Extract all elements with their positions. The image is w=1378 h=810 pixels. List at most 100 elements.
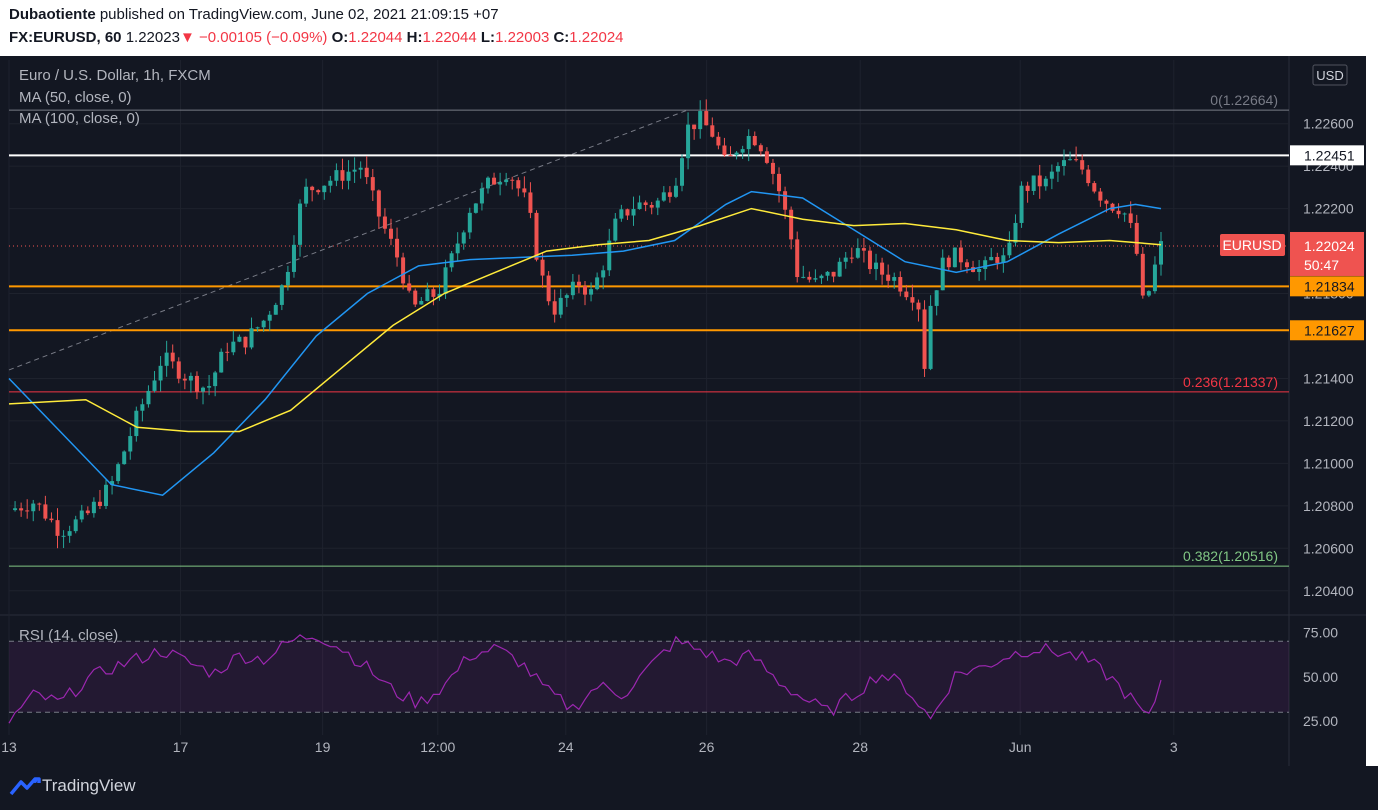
candle-body: [1080, 160, 1085, 170]
candle-body: [1043, 178, 1048, 187]
candle-body: [904, 291, 909, 298]
candle-body: [328, 180, 333, 186]
candle-body: [916, 302, 921, 310]
candle-body: [661, 192, 666, 201]
candle-body: [958, 247, 963, 263]
candle-body: [570, 281, 575, 296]
candle-body: [55, 520, 60, 536]
time-tick-label: 24: [558, 739, 574, 755]
close-value: 1.22024: [569, 29, 624, 46]
price-tick-label: 1.21400: [1303, 370, 1354, 386]
candle-body: [619, 209, 624, 219]
candle-body: [110, 481, 115, 485]
candle-body: [467, 212, 472, 233]
candle-body: [989, 256, 994, 261]
candle-body: [801, 276, 806, 278]
currency-label: USD: [1316, 68, 1343, 83]
candle-body: [455, 243, 460, 254]
time-tick-label: 19: [315, 739, 331, 755]
candle-body: [261, 320, 266, 328]
candle-body: [116, 464, 121, 482]
ma50-legend[interactable]: MA (50, close, 0): [19, 89, 132, 106]
candle-body: [273, 304, 278, 315]
high-label: H:: [406, 29, 423, 46]
countdown-label: 50:47: [1304, 257, 1339, 273]
candle-body: [1104, 200, 1109, 204]
candle-body: [73, 519, 78, 532]
symbol-ohlc: FX:EURUSD, 60 1.22023▼ −0.00105 (−0.09%)…: [9, 29, 624, 46]
candle-body: [279, 285, 284, 305]
candle-body: [831, 271, 836, 277]
price-level-label: 1.21834: [1304, 278, 1355, 294]
candle-body: [1146, 291, 1151, 296]
low-value: 1.22003: [495, 29, 550, 46]
symbol-tag: [1220, 233, 1285, 256]
candle-body: [182, 378, 187, 381]
price-level-label: 1.22451: [1304, 147, 1355, 163]
candle-body: [1092, 183, 1097, 192]
candle-body: [886, 274, 891, 281]
candle-body: [164, 352, 169, 366]
fib-label: 0.382(1.20516): [1183, 548, 1278, 564]
candle-body: [698, 111, 703, 130]
time-tick-label: 17: [173, 739, 189, 755]
published-text: published on TradingView.com, June 02, 2…: [99, 6, 499, 23]
candle-body: [964, 262, 969, 268]
fib-label: 0.236(1.21337): [1183, 374, 1278, 390]
candle-body: [583, 285, 587, 295]
candle-body: [558, 297, 563, 315]
candle-body: [516, 180, 521, 189]
candle-body: [734, 152, 739, 156]
high-value: 1.22044: [422, 29, 477, 46]
candle-body: [340, 170, 345, 181]
candle-body: [564, 295, 569, 298]
candle-body: [722, 145, 727, 156]
symbol-tag-label: EURUSD: [1222, 237, 1281, 253]
trend-line: [8, 109, 688, 371]
candle-body: [194, 375, 199, 392]
candle-body: [352, 169, 357, 172]
tradingview-logo-icon[interactable]: [9, 776, 41, 796]
candle-body: [819, 275, 824, 279]
price-level-tag: [1290, 276, 1364, 297]
candle-body: [983, 260, 988, 269]
candle-body: [170, 352, 175, 362]
candle-body: [401, 257, 406, 284]
candle-body: [589, 289, 594, 295]
candle-body: [431, 289, 436, 297]
price-tick-label: 1.22200: [1303, 201, 1354, 217]
candle-body: [1007, 242, 1012, 256]
candle-body: [37, 503, 42, 505]
candle-body: [479, 188, 484, 204]
price-level-tag: [1290, 145, 1364, 166]
candle-body: [473, 203, 478, 213]
publish-info: Dubaotiente published on TradingView.com…: [9, 6, 499, 23]
candle-body: [413, 290, 418, 305]
chart-grid: [0, 56, 1366, 766]
candle-body: [152, 380, 157, 391]
candle-body: [97, 501, 102, 507]
candle-body: [443, 267, 448, 294]
candle-body: [1055, 166, 1060, 172]
candle-body: [382, 216, 387, 229]
price-tick-label: 1.20800: [1303, 498, 1354, 514]
candle-body: [255, 327, 260, 329]
rsi-legend[interactable]: RSI (14, close): [19, 627, 119, 644]
author-name[interactable]: Dubaotiente: [9, 6, 96, 23]
candle-body: [843, 257, 848, 262]
candle-body: [1140, 253, 1145, 296]
rsi-tick-label: 25.00: [1303, 713, 1338, 729]
candle-body: [225, 351, 230, 353]
candle-body: [995, 256, 1000, 263]
candle-body: [104, 484, 109, 507]
candle-body: [849, 257, 854, 259]
rsi-line: [8, 634, 1162, 724]
time-tick-label: Jun: [1009, 739, 1032, 755]
ma100-legend[interactable]: MA (100, close, 0): [19, 110, 140, 127]
price-tick-label: 1.21200: [1303, 413, 1354, 429]
candle-body: [789, 209, 794, 240]
candle-body: [1001, 255, 1006, 263]
candle-body: [892, 277, 897, 281]
tradingview-brand[interactable]: TradingView: [42, 776, 136, 795]
